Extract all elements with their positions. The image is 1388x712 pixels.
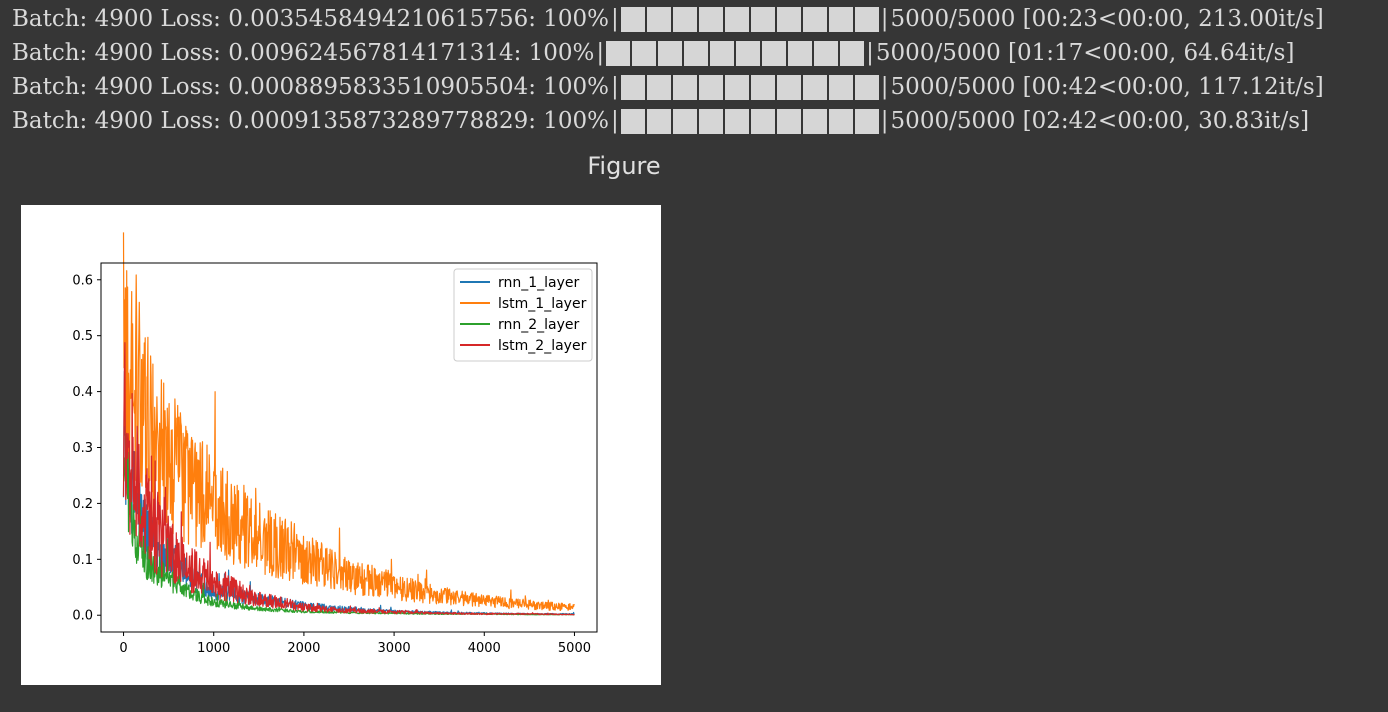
y-tick-label: 0.6 xyxy=(72,273,93,288)
legend-label-lstm_2_layer: lstm_2_layer xyxy=(498,338,587,354)
progress-cell xyxy=(828,6,853,32)
y-tick-label: 0.3 xyxy=(72,441,93,456)
progress-cell xyxy=(750,74,775,100)
progress-cell xyxy=(840,40,865,66)
progress-cell xyxy=(672,74,697,100)
progress-bar: | | xyxy=(611,74,889,100)
series-line-rnn_2_layer xyxy=(122,434,575,616)
x-tick-label: 0 xyxy=(119,641,127,656)
progress-suffix: 5000/5000 [00:42<00:00, 117.12it/s] xyxy=(890,74,1324,100)
progress-cell xyxy=(606,40,631,66)
y-tick-label: 0.1 xyxy=(72,553,93,568)
progress-cell xyxy=(724,6,749,32)
progress-cell xyxy=(620,74,645,100)
progress-cell xyxy=(762,40,787,66)
series-line-lstm_2_layer xyxy=(122,342,575,616)
progress-cell xyxy=(646,6,671,32)
progress-bar: | | xyxy=(596,40,874,66)
progress-cell xyxy=(802,6,827,32)
progress-bar-fill xyxy=(620,108,879,134)
progress-cell xyxy=(672,6,697,32)
progress-prefix: Batch: 4900 Loss: 0.009624567814171314: … xyxy=(12,40,595,66)
x-tick-label: 5000 xyxy=(558,641,591,656)
progress-bar: | | xyxy=(611,6,889,32)
progress-cell xyxy=(658,40,683,66)
legend-label-rnn_1_layer: rnn_1_layer xyxy=(498,275,580,291)
progress-prefix: Batch: 4900 Loss: 0.0008895833510905504:… xyxy=(12,74,610,100)
progress-bar-fill xyxy=(620,74,879,100)
progress-suffix: 5000/5000 [01:17<00:00, 64.64it/s] xyxy=(875,40,1295,66)
progress-cell xyxy=(736,40,761,66)
progress-cell xyxy=(698,6,723,32)
progress-line-3: Batch: 4900 Loss: 0.0008895833510905504:… xyxy=(12,70,1382,104)
progress-line-1: Batch: 4900 Loss: 0.0035458494210615756:… xyxy=(12,2,1382,36)
progress-cell xyxy=(632,40,657,66)
legend-label-lstm_1_layer: lstm_1_layer xyxy=(498,296,587,312)
x-tick-label: 4000 xyxy=(468,641,501,656)
progress-cell xyxy=(724,74,749,100)
progress-cell xyxy=(620,108,645,134)
x-tick-label: 3000 xyxy=(378,641,411,656)
series-line-lstm_1_layer xyxy=(122,232,575,611)
progress-cell xyxy=(750,108,775,134)
console-output: Batch: 4900 Loss: 0.0035458494210615756:… xyxy=(12,2,1382,138)
progress-cell xyxy=(620,6,645,32)
progress-cell xyxy=(750,6,775,32)
progress-cell xyxy=(854,6,879,32)
progress-bar: | | xyxy=(611,108,889,134)
progress-cell xyxy=(828,108,853,134)
progress-cell xyxy=(776,74,801,100)
loss-chart: 0 1000 2000 3000 4000 5000 0.0 0.1 0.2 0.3 0.4 0.5 0… xyxy=(72,232,598,656)
y-tick-label: 0.5 xyxy=(72,329,93,344)
progress-cell xyxy=(684,40,709,66)
progress-cell xyxy=(646,108,671,134)
progress-cell xyxy=(698,74,723,100)
progress-cell xyxy=(802,74,827,100)
progress-cell xyxy=(788,40,813,66)
progress-cell xyxy=(854,108,879,134)
progress-cell xyxy=(814,40,839,66)
legend-box xyxy=(453,268,593,362)
progress-cell xyxy=(672,108,697,134)
progress-suffix: 5000/5000 [02:42<00:00, 30.83it/s] xyxy=(890,108,1310,134)
y-tick-label: 0.0 xyxy=(72,609,93,624)
progress-cell xyxy=(724,108,749,134)
progress-cell xyxy=(776,6,801,32)
progress-suffix: 5000/5000 [00:23<00:00, 213.00it/s] xyxy=(890,6,1324,32)
progress-bar-fill xyxy=(606,40,865,66)
progress-line-4: Batch: 4900 Loss: 0.0009135873289778829:… xyxy=(12,104,1382,138)
progress-line-2: Batch: 4900 Loss: 0.009624567814171314: … xyxy=(12,36,1382,70)
x-tick-label: 2000 xyxy=(287,641,320,656)
progress-cell xyxy=(710,40,735,66)
figure-title: Figure xyxy=(587,152,661,180)
y-tick-label: 0.4 xyxy=(72,385,93,400)
progress-prefix: Batch: 4900 Loss: 0.0009135873289778829:… xyxy=(12,108,610,134)
progress-cell xyxy=(828,74,853,100)
progress-cell xyxy=(698,108,723,134)
figure-canvas: 0 1000 2000 3000 4000 5000 0.0 0.1 0.2 0.3 0.4 0.5 0… xyxy=(21,205,661,685)
legend-label-rnn_2_layer: rnn_2_layer xyxy=(498,317,580,333)
progress-cell xyxy=(776,108,801,134)
progress-prefix: Batch: 4900 Loss: 0.0035458494210615756:… xyxy=(12,6,610,32)
y-tick-label: 0.2 xyxy=(72,497,93,512)
progress-cell xyxy=(646,74,671,100)
progress-cell xyxy=(802,108,827,134)
x-tick-label: 1000 xyxy=(197,641,230,656)
progress-cell xyxy=(854,74,879,100)
progress-bar-fill xyxy=(620,6,879,32)
